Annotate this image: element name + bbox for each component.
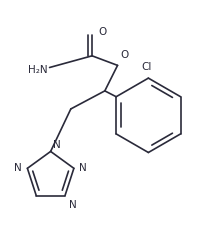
Text: O: O	[99, 27, 107, 37]
Text: N: N	[79, 163, 87, 173]
Text: O: O	[121, 50, 129, 60]
Text: N: N	[53, 140, 60, 150]
Text: H₂N: H₂N	[28, 65, 47, 75]
Text: N: N	[14, 163, 22, 173]
Text: N: N	[69, 200, 77, 210]
Text: Cl: Cl	[141, 62, 151, 72]
